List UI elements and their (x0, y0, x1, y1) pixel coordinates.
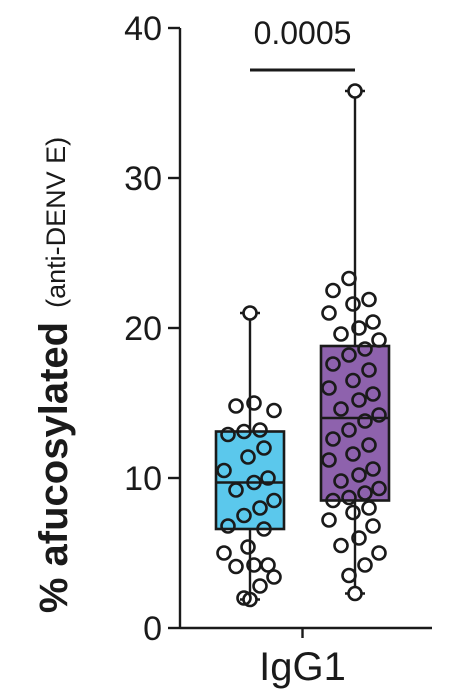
data-point (321, 380, 337, 396)
data-point (345, 372, 361, 389)
y-tick-label: 30 (124, 160, 162, 198)
data-point (266, 569, 282, 585)
data-point (260, 470, 276, 486)
data-point (371, 407, 387, 423)
data-point (325, 492, 341, 509)
data-point (333, 401, 349, 417)
y-tick-label: 10 (124, 460, 162, 498)
data-point (266, 492, 282, 509)
data-point (216, 462, 232, 479)
data-point (365, 518, 381, 534)
y-axis-label: % afucosylated (anti-DENV E) (32, 137, 76, 613)
data-point (325, 356, 341, 372)
data-point (266, 402, 282, 419)
data-point (347, 585, 363, 602)
data-point (345, 446, 361, 462)
data-point (240, 449, 256, 465)
data-point (371, 480, 387, 497)
data-point (321, 305, 337, 321)
data-point (345, 504, 361, 521)
data-point (240, 539, 256, 555)
data-point (333, 537, 349, 554)
data-point (333, 473, 349, 489)
data-point (216, 545, 232, 561)
data-point (351, 530, 367, 546)
significance-annotation: 0.0005 (250, 15, 355, 72)
data-point (351, 320, 367, 336)
data-point (357, 413, 373, 429)
data-point (252, 500, 268, 516)
x-tick-label: IgG1 (259, 645, 346, 689)
data-point (246, 395, 262, 411)
data-point (325, 282, 341, 299)
data-point (341, 347, 357, 363)
data-point (345, 296, 361, 312)
data-point (341, 270, 357, 287)
data-point (252, 578, 268, 594)
data-point (242, 305, 258, 321)
data-point (341, 567, 357, 584)
box-series-1 (214, 305, 286, 608)
p-value-label: 0.0005 (254, 15, 352, 51)
data-point (260, 557, 276, 573)
data-point (236, 423, 252, 440)
data-point (365, 314, 381, 330)
data-point (333, 326, 349, 342)
data-point (365, 386, 381, 402)
y-axis-ticks: 0 10 20 30 40 (124, 10, 180, 648)
x-axis-ticks: IgG1 (259, 628, 346, 689)
y-tick-label: 40 (124, 10, 162, 48)
data-point (228, 482, 244, 498)
box-series-group (214, 83, 391, 608)
data-point (321, 452, 337, 468)
data-point (256, 521, 272, 537)
y-tick-label: 0 (143, 610, 162, 648)
data-point (351, 392, 367, 408)
data-point (361, 362, 377, 378)
data-point (321, 512, 337, 528)
data-point (361, 437, 377, 453)
data-point (341, 489, 357, 506)
data-point (361, 500, 377, 516)
data-point (357, 341, 373, 357)
data-point (252, 422, 268, 438)
y-tick-label: 20 (124, 310, 162, 348)
data-point (361, 291, 377, 308)
data-point (341, 422, 357, 438)
data-point (371, 332, 387, 348)
data-point (357, 557, 373, 573)
data-point (236, 590, 252, 606)
data-point (246, 474, 262, 491)
data-point (256, 440, 272, 456)
data-point (351, 467, 367, 483)
data-point (357, 485, 373, 501)
data-point (220, 426, 236, 443)
y-axis-label-main: % afucosylated (32, 322, 76, 613)
data-point (236, 507, 252, 524)
box-series-2 (319, 83, 391, 602)
y-axis-label-sub: (anti-DENV E) (41, 137, 71, 308)
data-point (371, 545, 387, 561)
data-point (220, 518, 236, 534)
data-point (347, 83, 363, 99)
data-point (365, 461, 381, 477)
data-point (228, 398, 244, 414)
data-point (325, 431, 341, 447)
data-point (228, 558, 244, 575)
